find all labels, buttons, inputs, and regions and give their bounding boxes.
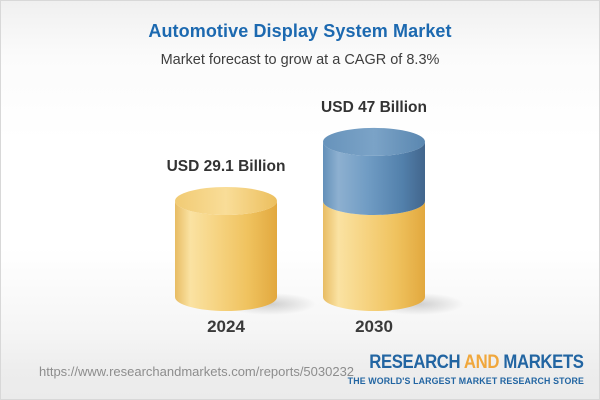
footer-bar: https://www.researchandmarkets.com/repor… <box>1 344 599 399</box>
bar-year-label: 2030 <box>355 317 393 336</box>
chart-title: Automotive Display System Market <box>148 21 452 41</box>
cylinder-bars <box>175 127 464 315</box>
bar-segment-2030-base <box>323 200 425 311</box>
chart-subtitle: Market forecast to grow at a CAGR of 8.3… <box>160 52 440 68</box>
research-and-markets-logo[interactable]: RESEARCH AND MARKETS THE WORLD'S LARGEST… <box>340 352 585 386</box>
logo-wordmark: RESEARCH AND MARKETS <box>369 352 585 374</box>
bar-segment-2030-growth <box>323 141 425 215</box>
logo-word-and: AND <box>464 352 500 373</box>
bar-top-cap-2024 <box>175 186 277 215</box>
bar-value-label: USD 29.1 Billion <box>166 157 286 175</box>
bar-value-label: USD 47 Billion <box>321 98 427 116</box>
bar-year-label: 2024 <box>207 317 245 336</box>
bar-top-cap-2030 <box>323 127 425 156</box>
logo-word-research: RESEARCH <box>369 352 465 373</box>
bar-segment-2024-base <box>175 200 277 311</box>
logo-tagline: THE WORLD'S LARGEST MARKET RESEARCH STOR… <box>347 376 584 386</box>
logo-word-markets: MARKETS <box>499 352 585 373</box>
report-url-link[interactable]: https://www.researchandmarkets.com/repor… <box>39 364 355 379</box>
chart-header: Automotive Display System Market Market … <box>1 21 599 68</box>
